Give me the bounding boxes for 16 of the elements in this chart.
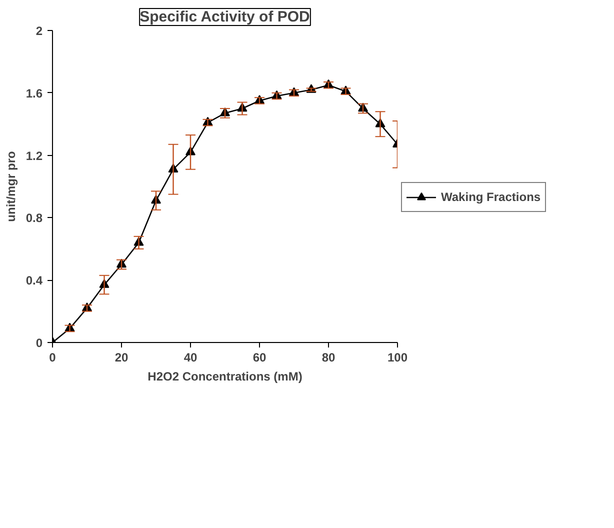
- x-tick-label: 80: [322, 350, 336, 364]
- x-axis-title: H2O2 Concentrations (mM): [148, 370, 302, 384]
- y-tick-label: 0.8: [26, 211, 43, 226]
- x-tick-label: 40: [184, 350, 198, 364]
- y-tick-label: 0: [36, 336, 43, 350]
- x-tick-label: 60: [252, 350, 266, 364]
- y-tick-label: 1.2: [26, 148, 43, 163]
- x-tick-label: 0: [49, 350, 56, 364]
- legend-label: Waking Fractions: [441, 190, 541, 204]
- y-tick-label: 2: [36, 24, 43, 38]
- x-tick-label: 20: [114, 350, 128, 364]
- x-tick-label: 100: [387, 350, 408, 364]
- chart-title: Specific Activity of POD: [140, 8, 310, 26]
- y-tick-label: 0.4: [26, 274, 43, 288]
- y-tick-label: 1.6: [26, 86, 43, 100]
- y-axis-title: unit/mgr pro: [4, 151, 18, 222]
